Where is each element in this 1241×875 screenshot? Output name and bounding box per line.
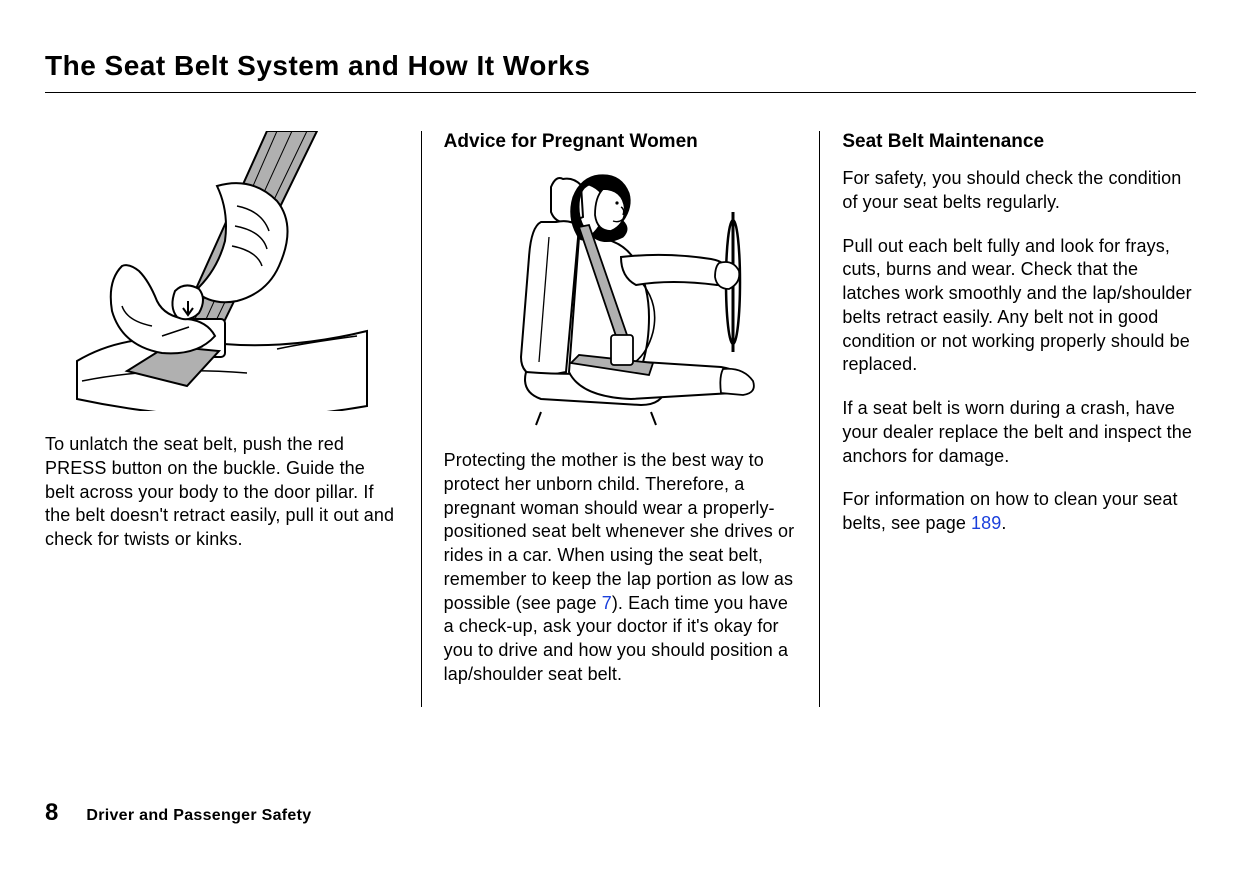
column-2: Advice for Pregnant Women: [421, 131, 821, 707]
col3-paragraph-2: Pull out each belt fully and look for fr…: [842, 235, 1196, 378]
col2-p1-text-a: Protecting the mother is the best way to…: [444, 450, 795, 613]
col3-paragraph-4: For information on how to clean your sea…: [842, 488, 1196, 536]
column-1-body: To unlatch the seat belt, push the red P…: [45, 433, 399, 552]
col3-p4-text-b: .: [1001, 513, 1006, 533]
column-3: Seat Belt Maintenance For safety, you sh…: [820, 131, 1196, 707]
column-3-body: For safety, you should check the conditi…: [842, 167, 1196, 536]
page-footer: 8 Driver and Passenger Safety: [45, 799, 311, 827]
unlatch-belt-illustration: [67, 131, 377, 411]
page-link-7[interactable]: 7: [602, 593, 612, 613]
title-rule: [45, 92, 1196, 93]
column-1: To unlatch the seat belt, push the red P…: [45, 131, 421, 707]
col3-heading: Seat Belt Maintenance: [842, 131, 1196, 153]
col3-p4-text-a: For information on how to clean your sea…: [842, 489, 1177, 533]
pregnant-driver-illustration: [471, 167, 771, 427]
page-number: 8: [45, 799, 58, 827]
page-link-189[interactable]: 189: [971, 513, 1001, 533]
col2-paragraph-1: Protecting the mother is the best way to…: [444, 449, 798, 687]
col2-heading: Advice for Pregnant Women: [444, 131, 798, 153]
section-label: Driver and Passenger Safety: [86, 807, 311, 825]
col3-paragraph-1: For safety, you should check the conditi…: [842, 167, 1196, 215]
col1-paragraph-1: To unlatch the seat belt, push the red P…: [45, 433, 399, 552]
col3-paragraph-3: If a seat belt is worn during a crash, h…: [842, 397, 1196, 468]
three-column-layout: To unlatch the seat belt, push the red P…: [45, 131, 1196, 707]
column-2-body: Protecting the mother is the best way to…: [444, 449, 798, 687]
page-title: The Seat Belt System and How It Works: [45, 50, 1196, 82]
manual-page: The Seat Belt System and How It Works: [0, 0, 1241, 875]
